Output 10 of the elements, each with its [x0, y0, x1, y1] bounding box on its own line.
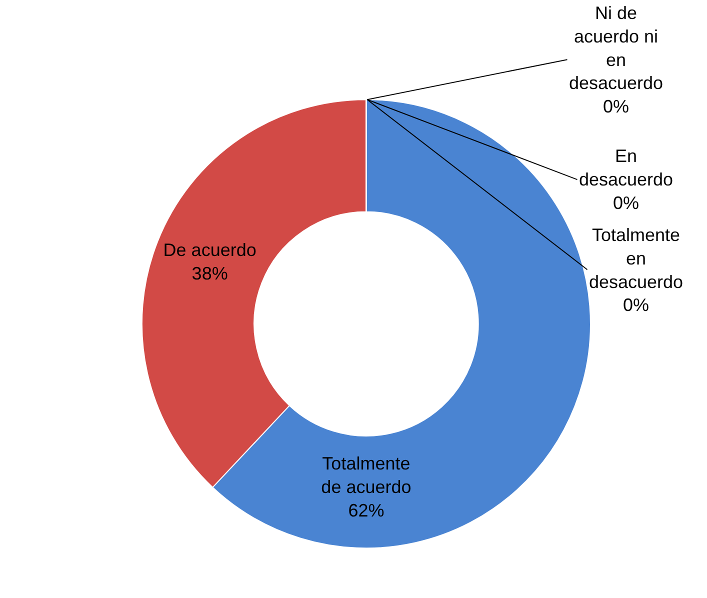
text: 0% — [623, 295, 650, 316]
slice-label: De acuerdo — [163, 240, 256, 260]
data-label: 38% — [192, 264, 228, 284]
category-label: Totalmente en desacuerdo — [589, 225, 684, 292]
text: 0% — [603, 96, 630, 117]
category-label: En desacuerdo — [579, 146, 674, 190]
slice-label: Totalmente de acuerdo — [321, 453, 412, 497]
category-label: Ni de acuerdo ni en desacuerdo — [569, 3, 664, 94]
text: 0% — [613, 192, 640, 213]
data-label: 62% — [348, 500, 384, 520]
